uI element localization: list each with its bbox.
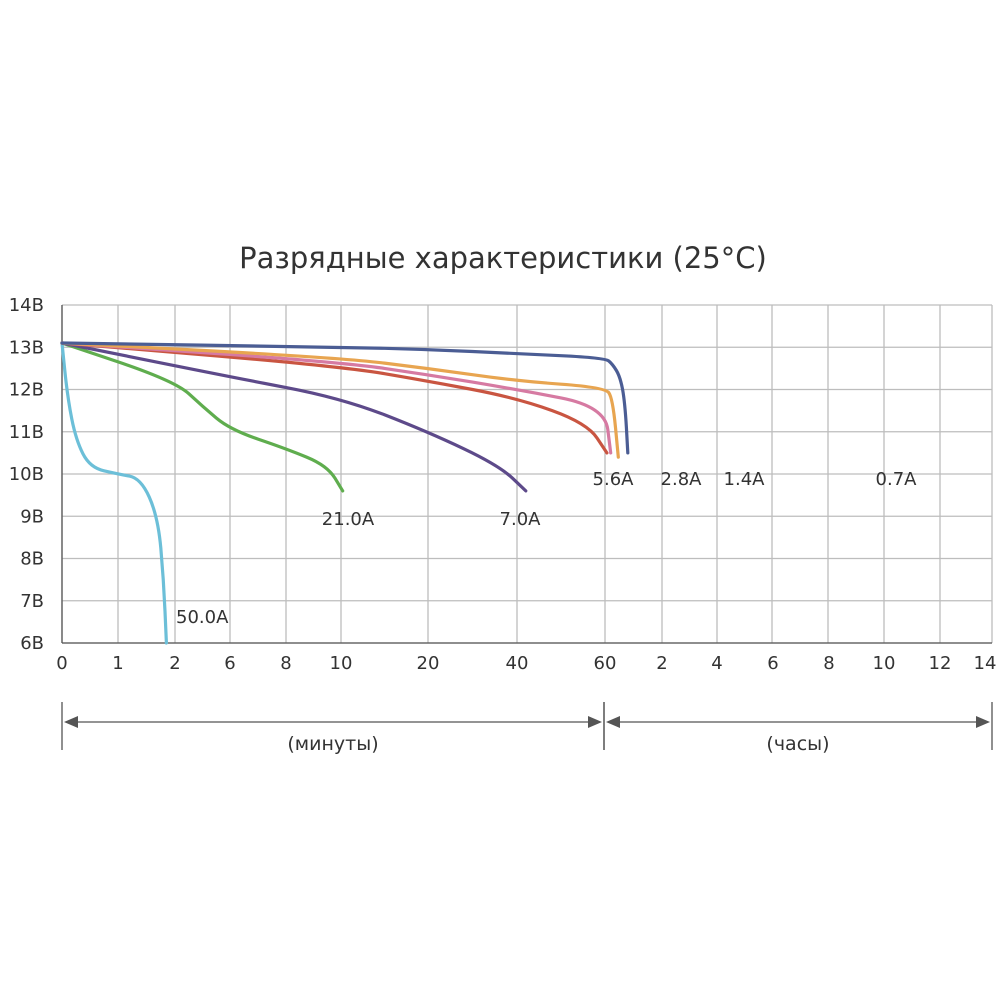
range-label: (минуты) [287, 733, 378, 755]
arrow-left-icon [606, 716, 620, 728]
x-tick-label: 4 [711, 653, 722, 674]
x-tick-label: 8 [823, 653, 834, 674]
curve-21-0A [60, 341, 345, 493]
curve-0-7A [60, 341, 630, 455]
x-tick-label: 2 [656, 653, 667, 674]
x-tick-label: 12 [929, 653, 952, 674]
y-tick-label: 6В [20, 633, 44, 654]
y-tick-label: 14В [9, 295, 44, 316]
y-axis-ticks: 14В 13В 12В 11В 10В 9В 8В 7В 6В [9, 295, 44, 654]
x-tick-label: 10 [330, 653, 353, 674]
y-tick-label: 8В [20, 549, 44, 570]
curve-label: 7.0A [500, 509, 542, 530]
x-tick-label: 14 [974, 653, 997, 674]
y-tick-label: 12В [9, 380, 44, 401]
chart-title: Разрядные характеристики (25°C) [239, 241, 767, 275]
curve-label: 2.8A [661, 469, 703, 490]
curve-1-4A [60, 341, 620, 459]
x-tick-label: 40 [506, 653, 529, 674]
x-tick-label: 10 [873, 653, 896, 674]
x-tick-label: 2 [169, 653, 180, 674]
arrow-right-icon [588, 716, 602, 728]
curve-7-0A [60, 341, 528, 493]
arrow-right-icon [976, 716, 990, 728]
x-axis-ticks: 0 1 2 6 8 10 20 40 60 2 4 6 8 10 12 14 [56, 653, 996, 674]
x-tick-label: 6 [767, 653, 778, 674]
arrow-left-icon [64, 716, 78, 728]
x-tick-label: 20 [417, 653, 440, 674]
y-tick-label: 13В [9, 337, 44, 358]
curve-labels: 50.0A 21.0A 7.0A 5.6A 2.8A 1.4A 0.7A [176, 469, 917, 628]
x-tick-label: 60 [594, 653, 617, 674]
y-tick-label: 10В [9, 464, 44, 485]
x-tick-label: 8 [280, 653, 291, 674]
y-tick-label: 9В [20, 506, 44, 527]
x-tick-label: 6 [224, 653, 235, 674]
chart-curves [60, 341, 630, 645]
y-tick-label: 11В [9, 422, 44, 443]
curve-50-0A [60, 341, 168, 645]
x-tick-label: 0 [56, 653, 67, 674]
curve-label: 1.4A [724, 469, 766, 490]
curve-label: 0.7A [876, 469, 918, 490]
chart-grid [61, 304, 993, 644]
range-label: (часы) [766, 733, 829, 755]
curve-label: 5.6A [593, 469, 635, 490]
x-tick-label: 1 [112, 653, 123, 674]
y-tick-label: 7В [20, 591, 44, 612]
time-ranges: (минуты) (часы) [61, 702, 993, 755]
curve-label: 21.0A [322, 509, 375, 530]
curve-label: 50.0A [176, 607, 229, 628]
